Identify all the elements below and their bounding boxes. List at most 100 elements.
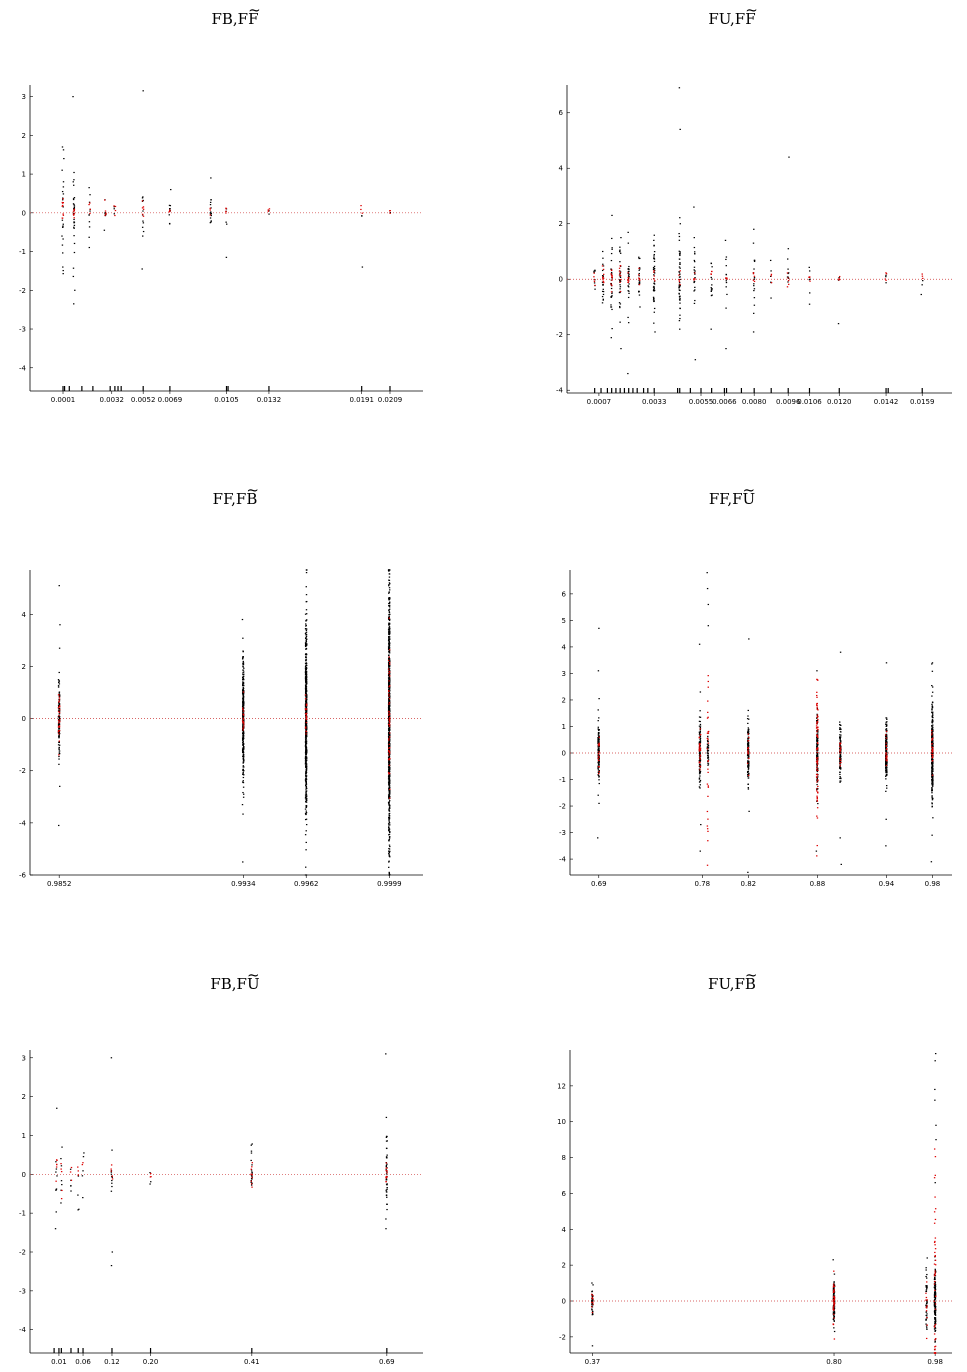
highlight-point — [931, 750, 933, 752]
data-point — [597, 761, 599, 763]
highlight-point — [698, 744, 701, 746]
highlight-point — [250, 1183, 253, 1185]
highlight-point — [619, 281, 621, 283]
data-point — [619, 321, 621, 323]
data-point — [816, 713, 818, 715]
chart-panel-4: FF,F ~ U -4 -3 -2 -1 0 1 2 3 4 5 6 0.69 0.78 0.82 0.88 0.… — [497, 480, 967, 900]
highlight-point — [242, 726, 245, 728]
data-point — [242, 772, 244, 774]
data-point — [747, 731, 750, 733]
data-point — [598, 735, 600, 737]
data-point — [833, 1282, 835, 1284]
highlight-point — [149, 1176, 152, 1178]
data-point — [653, 300, 655, 302]
data-point — [388, 741, 390, 743]
highlight-point — [653, 278, 655, 280]
data-point — [707, 735, 709, 737]
data-point — [304, 780, 307, 782]
data-point — [698, 643, 701, 645]
data-point — [388, 611, 391, 613]
data-point — [699, 772, 701, 774]
data-point — [652, 289, 655, 292]
data-point — [169, 205, 172, 207]
data-point — [388, 778, 390, 780]
data-point — [388, 658, 390, 660]
data-point — [638, 272, 640, 275]
data-point — [886, 718, 888, 720]
highlight-point — [815, 757, 818, 760]
data-point — [706, 754, 709, 757]
data-point — [388, 756, 391, 758]
highlight-point — [305, 721, 308, 724]
data-point — [251, 1182, 253, 1184]
data-point — [305, 673, 307, 675]
data-point — [746, 718, 749, 720]
data-point — [388, 623, 391, 625]
data-point — [305, 746, 307, 749]
data-point — [679, 278, 681, 281]
data-point — [706, 752, 709, 754]
data-point — [931, 763, 934, 765]
data-point — [594, 269, 596, 271]
data-point — [58, 692, 60, 694]
data-point — [886, 769, 888, 771]
x-tick-label: 0.9999 — [377, 880, 402, 888]
data-point — [388, 639, 390, 641]
highlight-point — [388, 689, 390, 692]
data-point — [305, 676, 307, 678]
y-tick-label: 0 — [562, 1298, 566, 1306]
highlight-point — [388, 764, 391, 766]
x-tick-label: 0.9852 — [47, 880, 72, 888]
highlight-point — [885, 730, 888, 733]
highlight-point — [611, 279, 613, 281]
data-point — [69, 1168, 72, 1170]
data-point — [61, 169, 63, 171]
data-point — [931, 783, 933, 785]
data-point — [242, 774, 245, 776]
data-point — [931, 753, 933, 755]
data-point — [710, 328, 712, 330]
data-point — [619, 288, 621, 290]
highlight-point — [707, 686, 709, 688]
data-point — [304, 690, 307, 693]
data-point — [747, 871, 749, 873]
data-point — [62, 186, 65, 188]
x-tick-label: 0.0066 — [712, 398, 737, 406]
data-point — [242, 737, 244, 739]
highlight-point — [61, 1189, 63, 1192]
data-point — [111, 1185, 113, 1188]
highlight-point — [593, 272, 595, 274]
data-point — [242, 730, 245, 733]
data-point — [60, 1180, 63, 1182]
data-point — [931, 662, 934, 664]
data-point — [55, 1171, 57, 1173]
data-point — [725, 348, 727, 350]
highlight-point — [832, 1323, 834, 1325]
data-point — [305, 747, 307, 749]
data-point — [385, 1164, 388, 1167]
data-point — [592, 1284, 594, 1286]
highlight-point — [707, 840, 709, 842]
data-point — [388, 735, 390, 737]
data-point — [679, 267, 681, 269]
highlight-point — [385, 1162, 388, 1164]
data-point — [931, 762, 933, 764]
data-point — [934, 1286, 936, 1288]
data-point — [72, 181, 74, 183]
highlight-point — [59, 721, 61, 723]
highlight-point — [602, 268, 605, 270]
highlight-point — [105, 212, 107, 214]
highlight-point — [611, 276, 613, 278]
data-point — [746, 753, 749, 756]
data-point — [242, 755, 245, 757]
data-point — [931, 773, 933, 775]
data-point — [210, 212, 212, 215]
data-point — [388, 605, 390, 607]
data-point — [694, 286, 696, 288]
data-point — [305, 756, 308, 758]
y-tick-label: 4 — [562, 1226, 567, 1234]
highlight-point — [242, 717, 244, 719]
data-point — [62, 149, 65, 151]
data-point — [305, 653, 307, 655]
data-point — [832, 1307, 835, 1309]
